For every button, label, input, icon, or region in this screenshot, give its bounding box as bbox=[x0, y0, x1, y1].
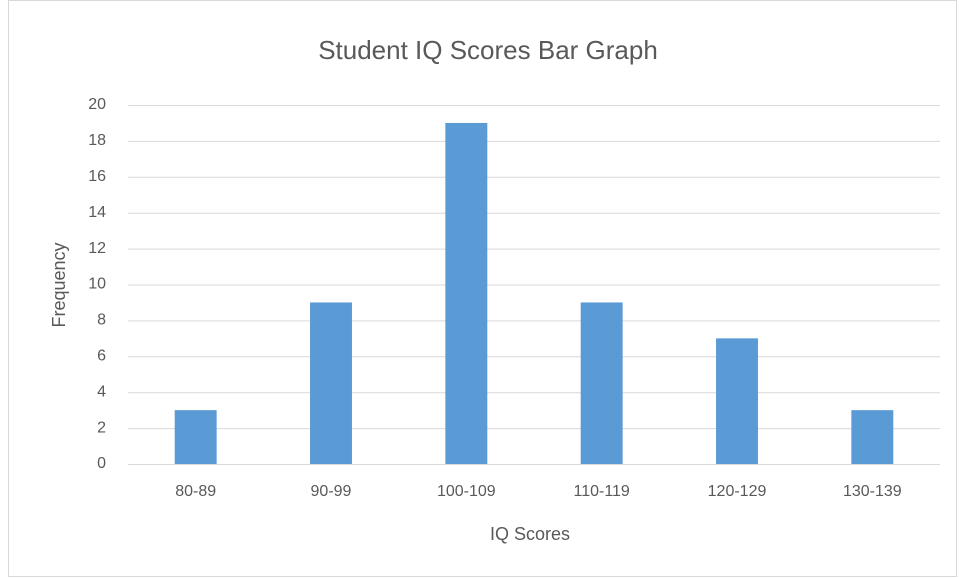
y-tick-label: 20 bbox=[88, 96, 106, 113]
bar bbox=[174, 410, 217, 464]
y-tick-label: 8 bbox=[97, 312, 106, 329]
y-tick-label: 6 bbox=[97, 348, 106, 365]
y-tick-label: 12 bbox=[88, 240, 106, 257]
x-axis-title: IQ Scores bbox=[490, 524, 570, 544]
bar bbox=[580, 302, 623, 464]
bar bbox=[851, 410, 894, 464]
x-tick-label: 130-139 bbox=[843, 483, 902, 500]
y-tick-label: 4 bbox=[97, 383, 106, 400]
y-axis-title: Frequency bbox=[49, 242, 69, 327]
y-tick-label: 0 bbox=[97, 455, 106, 472]
bar bbox=[310, 302, 352, 464]
y-tick-label: 14 bbox=[88, 204, 106, 221]
x-tick-label: 90-99 bbox=[311, 483, 352, 500]
bar bbox=[716, 338, 758, 464]
x-tick-label: 110-119 bbox=[573, 483, 629, 500]
x-tick-label: 100-109 bbox=[437, 483, 496, 500]
y-tick-label: 2 bbox=[97, 419, 106, 436]
y-tick-label: 18 bbox=[88, 132, 106, 149]
y-tick-label: 10 bbox=[88, 276, 106, 293]
y-tick-label: 16 bbox=[88, 168, 106, 185]
x-tick-label: 120-129 bbox=[708, 483, 767, 500]
chart-title: Student IQ Scores Bar Graph bbox=[318, 35, 658, 65]
x-tick-label: 80-89 bbox=[175, 483, 216, 500]
bar bbox=[445, 122, 488, 464]
